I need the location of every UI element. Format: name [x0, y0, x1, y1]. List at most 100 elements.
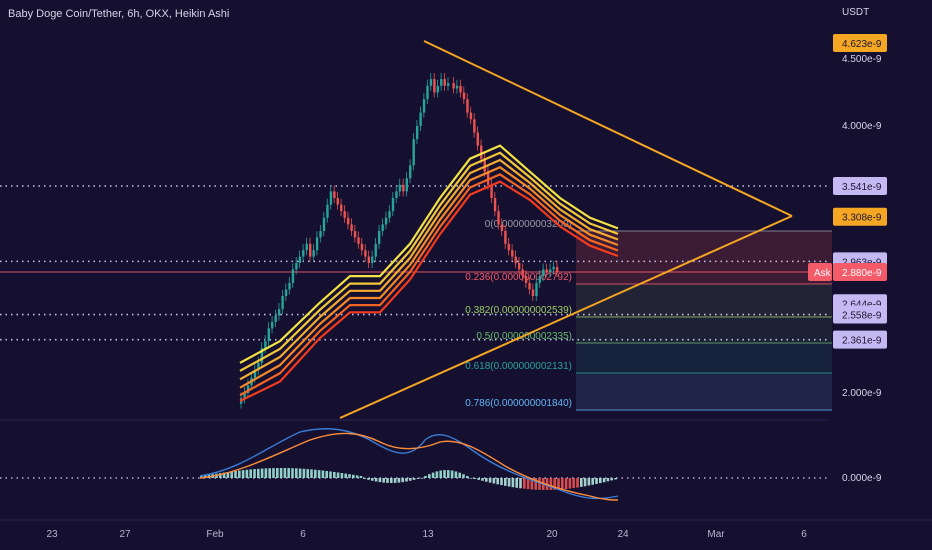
macd-hist-bar: [435, 471, 439, 478]
macd-hist-bar: [610, 478, 613, 481]
macd-hist-bar: [222, 472, 226, 478]
price-label-0: 4.623e-9: [842, 39, 882, 50]
y-tick-label-2: 2.000e-9: [842, 388, 882, 399]
price-label-bg-2: [833, 207, 887, 226]
macd-hist-bar: [557, 478, 560, 490]
macd-hist-bar: [382, 478, 385, 483]
candle-body: [277, 309, 281, 316]
candle-body: [412, 139, 415, 166]
candles: [240, 73, 559, 409]
x-tick-label-6: 24: [617, 529, 629, 540]
candle-body: [371, 256, 374, 264]
macd-hist-bar: [302, 468, 306, 478]
candle-body: [340, 204, 343, 212]
ma-ribbon-line-2: [239, 158, 619, 381]
macd-hist-bar: [264, 468, 268, 478]
candle-body: [466, 99, 469, 113]
fib-zone-1: [576, 284, 832, 317]
macd-hist-bar: [477, 478, 480, 480]
candle-body: [284, 289, 288, 296]
triangle-lower-line: [339, 215, 793, 419]
candle-body: [545, 269, 548, 272]
macd-hist-bar: [374, 478, 378, 482]
price-label-bg-6: [833, 305, 887, 324]
candle-body: [315, 237, 319, 251]
macd-hist-bar: [439, 470, 442, 478]
macd-hist-bar: [249, 469, 252, 478]
price-label-bg-1: [833, 177, 887, 195]
macd-hist-bar: [568, 478, 572, 489]
ma-ribbon-line-1: [239, 151, 619, 372]
macd-hist-bar: [428, 474, 431, 478]
x-tick-label-5: 20: [546, 529, 558, 540]
macd-hist-bar: [466, 476, 469, 478]
macd-hist-bar: [614, 478, 617, 480]
x-tick-label-1: 27: [119, 529, 131, 540]
candle-body: [309, 243, 312, 257]
macd-hist-bar: [523, 478, 526, 489]
fib-zone-3: [576, 343, 832, 373]
macd-hist-bar: [336, 472, 340, 478]
candle-body: [422, 99, 426, 113]
candle-body: [326, 204, 329, 218]
macd-hist-bar: [352, 474, 355, 478]
ma-ribbon-line-3: [239, 165, 619, 389]
macd-hist-bar: [272, 468, 275, 478]
macd-hist-bar: [580, 478, 583, 487]
candle-body: [360, 243, 364, 251]
candle-body: [271, 321, 274, 329]
macd-hist-bar: [599, 478, 602, 484]
macd-hist-bar: [606, 478, 610, 482]
macd-hist-bar: [363, 478, 366, 479]
candle-body: [395, 191, 398, 199]
candle-body: [333, 191, 336, 199]
price-label-bg-0: [833, 34, 887, 52]
macd-hist-bar: [538, 478, 541, 490]
macd-hist-bar: [564, 478, 568, 489]
ma-ribbon-line-4: [239, 173, 619, 397]
candle-body: [364, 250, 367, 257]
chart-title: Baby Doge Coin/Tether, 6h, OKX, Heikin A…: [8, 8, 230, 20]
macd-hist-bar: [230, 471, 233, 478]
candle-body: [476, 132, 479, 146]
candle-body: [507, 243, 511, 251]
candle-body: [504, 231, 507, 244]
candle-body: [405, 178, 408, 192]
macd-hist-bar: [595, 478, 598, 484]
macd-hist-bar: [344, 473, 347, 478]
macd-hist-bar: [257, 468, 260, 478]
candle-body: [357, 237, 360, 244]
candle-body: [552, 266, 555, 270]
candle-body: [452, 83, 455, 89]
candle-body: [336, 198, 339, 205]
ma-ribbon-line-0: [239, 144, 619, 364]
fib-zone-2: [576, 317, 832, 343]
candle-body: [455, 85, 459, 89]
candle-body: [322, 217, 326, 231]
candle-body: [436, 85, 440, 93]
macd-hist-bar: [447, 470, 450, 478]
candle-body: [469, 112, 473, 120]
candle-body: [367, 256, 371, 264]
macd-hist-bar: [405, 478, 408, 482]
candle-body: [480, 145, 483, 159]
price-label-2: 3.308e-9: [842, 213, 882, 224]
candle-body: [246, 385, 250, 393]
macd-hist-bar: [291, 468, 294, 478]
macd-hist-bar: [454, 471, 458, 478]
candle-body: [473, 119, 476, 133]
candle-body: [291, 269, 295, 283]
macd-line: [199, 428, 619, 500]
macd-hist-bar: [530, 478, 534, 490]
triangle-upper-line: [423, 40, 793, 217]
macd-hist-bar: [462, 474, 465, 478]
macd-hist-bar: [443, 470, 446, 478]
price-label-7: 2.361e-9: [842, 336, 882, 347]
macd-hist-bar: [572, 478, 575, 489]
candle-body: [528, 282, 531, 290]
macd-hist-bar: [298, 468, 302, 478]
candle-body: [346, 217, 350, 225]
candle-body: [329, 191, 333, 205]
